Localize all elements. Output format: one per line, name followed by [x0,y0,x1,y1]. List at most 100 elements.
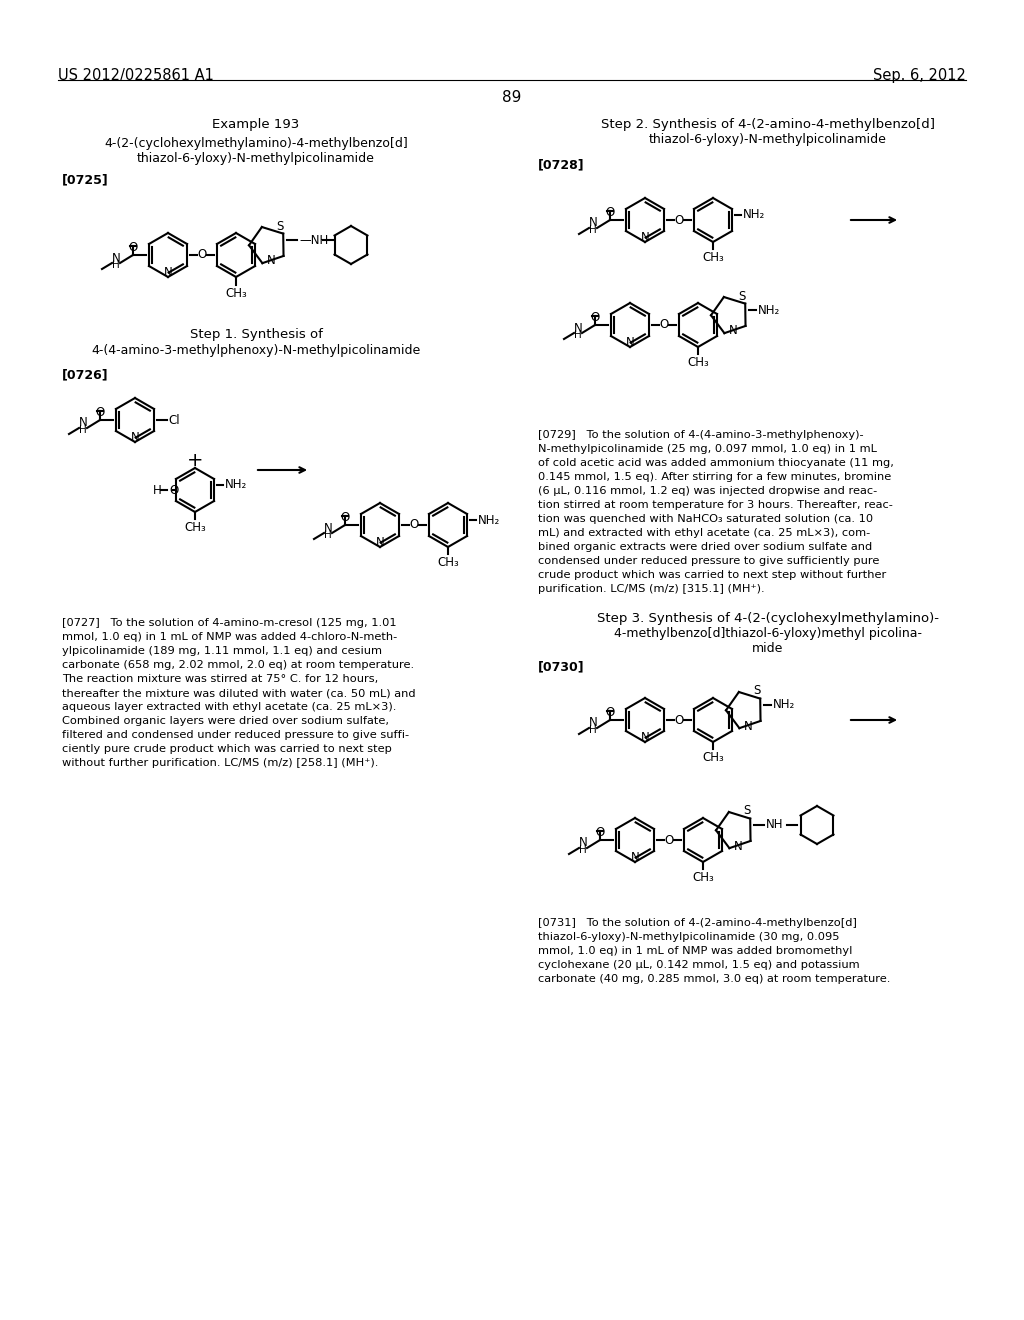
Text: N: N [376,536,384,549]
Text: N: N [641,731,649,744]
Text: +: + [186,450,203,470]
Text: thiazol-6-yloxy)-N-methylpicolinamide: thiazol-6-yloxy)-N-methylpicolinamide [137,152,375,165]
Text: filtered and condensed under reduced pressure to give suffi-: filtered and condensed under reduced pre… [62,730,410,741]
Text: N: N [589,216,597,230]
Text: —NH: —NH [299,234,329,247]
Text: S: S [276,219,284,232]
Text: mide: mide [753,642,783,655]
Text: O: O [410,519,419,532]
Text: Example 193: Example 193 [212,117,300,131]
Text: H: H [580,845,587,855]
Text: O: O [128,242,137,253]
Text: crude product which was carried to next step without further: crude product which was carried to next … [538,570,886,579]
Text: H: H [589,725,597,735]
Text: O: O [659,318,669,331]
Text: O: O [95,407,104,418]
Text: The reaction mixture was stirred at 75° C. for 12 hours,: The reaction mixture was stirred at 75° … [62,675,378,684]
Text: mL) and extracted with ethyl acetate (ca. 25 mL×3), com-: mL) and extracted with ethyl acetate (ca… [538,528,870,539]
Text: N: N [579,837,588,850]
Text: ylpicolinamide (189 mg, 1.11 mmol, 1.1 eq) and cesium: ylpicolinamide (189 mg, 1.11 mmol, 1.1 e… [62,645,382,656]
Text: mmol, 1.0 eq) in 1 mL of NMP was added 4-chloro-N-meth-: mmol, 1.0 eq) in 1 mL of NMP was added 4… [62,632,397,642]
Text: Step 2. Synthesis of 4-(2-amino-4-methylbenzo[d]: Step 2. Synthesis of 4-(2-amino-4-methyl… [601,117,935,131]
Text: O: O [675,714,684,726]
Text: [0728]: [0728] [538,158,585,172]
Text: Sep. 6, 2012: Sep. 6, 2012 [873,69,966,83]
Text: N: N [324,521,333,535]
Text: [0731]   To the solution of 4-(2-amino-4-methylbenzo[d]: [0731] To the solution of 4-(2-amino-4-m… [538,917,857,928]
Text: S: S [754,685,761,697]
Text: N: N [743,719,753,733]
Text: CH₃: CH₃ [687,356,709,370]
Text: N: N [729,325,737,338]
Text: without further purification. LC/MS (m/z) [258.1] (MH⁺).: without further purification. LC/MS (m/z… [62,758,379,768]
Text: aqueous layer extracted with ethyl acetate (ca. 25 mL×3).: aqueous layer extracted with ethyl aceta… [62,702,396,711]
Text: O: O [340,511,349,524]
Text: H: H [325,531,332,540]
Text: NH₂: NH₂ [773,698,796,711]
Text: cyclohexane (20 μL, 0.142 mmol, 1.5 eq) and potassium: cyclohexane (20 μL, 0.142 mmol, 1.5 eq) … [538,960,859,970]
Text: 89: 89 [503,90,521,106]
Text: CH₃: CH₃ [225,286,247,300]
Text: [0725]: [0725] [62,173,109,186]
Text: S: S [738,289,745,302]
Text: Step 1. Synthesis of: Step 1. Synthesis of [189,327,323,341]
Text: [0729]   To the solution of 4-(4-amino-3-methylphenoxy)-: [0729] To the solution of 4-(4-amino-3-m… [538,430,863,440]
Text: purification. LC/MS (m/z) [315.1] (MH⁺).: purification. LC/MS (m/z) [315.1] (MH⁺). [538,583,765,594]
Text: N: N [733,840,742,853]
Text: N: N [164,267,172,279]
Text: H: H [112,260,120,271]
Text: of cold acetic acid was added ammonium thiocyanate (11 mg,: of cold acetic acid was added ammonium t… [538,458,894,469]
Text: tion was quenched with NaHCO₃ saturated solution (ca. 10: tion was quenched with NaHCO₃ saturated … [538,513,873,524]
Text: O: O [198,248,207,261]
Text: CH₃: CH₃ [702,251,724,264]
Text: O: O [605,206,614,219]
Text: S: S [743,804,751,817]
Text: 4-methylbenzo[d]thiazol-6-yloxy)methyl picolina-: 4-methylbenzo[d]thiazol-6-yloxy)methyl p… [614,627,922,640]
Text: H: H [574,330,582,341]
Text: CH₃: CH₃ [702,751,724,764]
Text: H: H [79,425,87,436]
Text: CH₃: CH₃ [437,556,459,569]
Text: NH: NH [766,818,783,832]
Text: H: H [153,483,162,496]
Text: O: O [665,833,674,846]
Text: O: O [169,483,178,496]
Text: 4-(2-(cyclohexylmethylamino)-4-methylbenzo[d]: 4-(2-(cyclohexylmethylamino)-4-methylben… [104,137,408,150]
Text: condensed under reduced pressure to give sufficiently pure: condensed under reduced pressure to give… [538,556,880,566]
Text: [0726]: [0726] [62,368,109,381]
Text: bined organic extracts were dried over sodium sulfate and: bined organic extracts were dried over s… [538,543,872,552]
Text: NH₂: NH₂ [758,304,780,317]
Text: N: N [573,322,583,334]
Text: N: N [131,432,139,444]
Text: O: O [675,214,684,227]
Text: carbonate (658 mg, 2.02 mmol, 2.0 eq) at room temperature.: carbonate (658 mg, 2.02 mmol, 2.0 eq) at… [62,660,414,671]
Text: NH₂: NH₂ [743,209,765,222]
Text: [0730]: [0730] [538,660,585,673]
Text: ciently pure crude product which was carried to next step: ciently pure crude product which was car… [62,744,392,754]
Text: Combined organic layers were dried over sodium sulfate,: Combined organic layers were dried over … [62,715,389,726]
Text: [0727]   To the solution of 4-amino-m-cresol (125 mg, 1.01: [0727] To the solution of 4-amino-m-cres… [62,618,396,628]
Text: 4-(4-amino-3-methylphenoxy)-N-methylpicolinamide: 4-(4-amino-3-methylphenoxy)-N-methylpico… [91,345,421,356]
Text: thereafter the mixture was diluted with water (ca. 50 mL) and: thereafter the mixture was diluted with … [62,688,416,698]
Text: US 2012/0225861 A1: US 2012/0225861 A1 [58,69,214,83]
Text: CH₃: CH₃ [692,871,714,884]
Text: CH₃: CH₃ [184,521,206,535]
Text: N: N [631,851,639,865]
Text: N: N [589,717,597,730]
Text: (6 μL, 0.116 mmol, 1.2 eq) was injected dropwise and reac-: (6 μL, 0.116 mmol, 1.2 eq) was injected … [538,486,878,496]
Text: O: O [605,706,614,719]
Text: NH₂: NH₂ [225,479,247,491]
Text: tion stirred at room temperature for 3 hours. Thereafter, reac-: tion stirred at room temperature for 3 h… [538,500,893,510]
Text: 0.145 mmol, 1.5 eq). After stirring for a few minutes, bromine: 0.145 mmol, 1.5 eq). After stirring for … [538,473,891,482]
Text: N: N [626,337,635,348]
Text: N-methylpicolinamide (25 mg, 0.097 mmol, 1.0 eq) in 1 mL: N-methylpicolinamide (25 mg, 0.097 mmol,… [538,444,877,454]
Text: N: N [641,231,649,244]
Text: O: O [595,826,604,840]
Text: Cl: Cl [168,413,179,426]
Text: carbonate (40 mg, 0.285 mmol, 3.0 eq) at room temperature.: carbonate (40 mg, 0.285 mmol, 3.0 eq) at… [538,974,891,983]
Text: thiazol-6-yloxy)-N-methylpicolinamide (30 mg, 0.095: thiazol-6-yloxy)-N-methylpicolinamide (3… [538,932,840,942]
Text: NH₂: NH₂ [478,513,501,527]
Text: N: N [79,417,87,429]
Text: O: O [591,312,600,323]
Text: N: N [112,252,121,264]
